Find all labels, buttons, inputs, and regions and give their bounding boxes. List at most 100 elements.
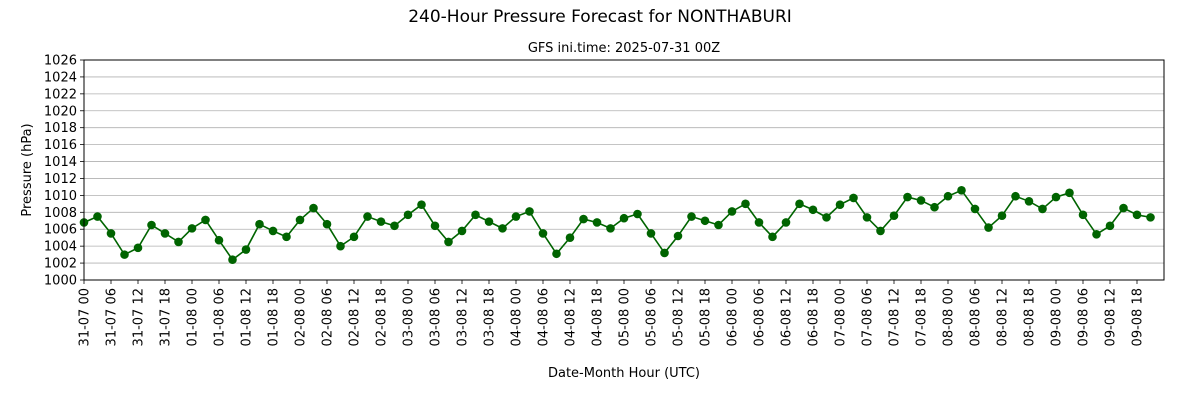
x-tick-label: 04-08 00 bbox=[510, 288, 525, 346]
data-point bbox=[633, 209, 642, 219]
x-tick-label: 01-08 12 bbox=[240, 288, 255, 346]
x-tick-label: 09-08 18 bbox=[1131, 288, 1146, 346]
y-tick-label: 1002 bbox=[44, 257, 77, 272]
data-point bbox=[1146, 213, 1155, 222]
data-point bbox=[646, 229, 656, 238]
x-tick-label: 08-08 00 bbox=[942, 288, 957, 346]
data-point bbox=[1024, 197, 1034, 206]
data-point bbox=[1105, 221, 1115, 231]
data-point bbox=[1092, 230, 1101, 239]
data-point bbox=[174, 237, 183, 247]
data-point bbox=[268, 226, 278, 236]
data-point bbox=[673, 231, 683, 241]
x-tick-label: 05-08 18 bbox=[699, 288, 714, 346]
data-point bbox=[876, 226, 885, 236]
x-tick-label: 01-08 18 bbox=[267, 288, 282, 346]
y-tick-label: 1014 bbox=[44, 155, 77, 170]
x-tick-label: 31-07 18 bbox=[159, 288, 174, 346]
data-point bbox=[727, 207, 737, 216]
x-tick-label: 08-08 18 bbox=[1023, 288, 1038, 346]
data-point bbox=[1011, 191, 1020, 201]
data-point bbox=[403, 210, 413, 220]
y-tick-label: 1012 bbox=[44, 172, 77, 187]
data-point bbox=[889, 211, 899, 220]
x-tick-label: 03-08 00 bbox=[402, 288, 417, 346]
data-point bbox=[390, 221, 399, 231]
data-point bbox=[822, 213, 831, 222]
data-point bbox=[592, 218, 602, 227]
data-point bbox=[295, 215, 305, 225]
data-point bbox=[255, 219, 264, 229]
x-tick-label: 06-08 18 bbox=[807, 288, 822, 346]
x-tick-label: 09-08 00 bbox=[1050, 288, 1065, 346]
data-point bbox=[471, 210, 480, 220]
y-tick-label: 1022 bbox=[44, 87, 77, 102]
x-tick-label: 07-08 06 bbox=[861, 288, 876, 346]
plot-frame bbox=[83, 59, 1165, 281]
data-point bbox=[714, 220, 723, 230]
data-point bbox=[160, 229, 170, 238]
x-tick-label: 06-08 12 bbox=[780, 288, 795, 346]
data-point bbox=[282, 232, 291, 242]
x-tick-label: 04-08 06 bbox=[537, 288, 552, 346]
data-point bbox=[241, 245, 251, 254]
data-point bbox=[1051, 192, 1061, 202]
data-point bbox=[133, 243, 143, 253]
x-tick-label: 03-08 18 bbox=[483, 288, 498, 346]
series-layer bbox=[79, 186, 1155, 264]
data-point bbox=[525, 207, 534, 216]
x-tick-label: 03-08 06 bbox=[429, 288, 444, 346]
y-tick-label: 1018 bbox=[44, 121, 77, 136]
data-point bbox=[1065, 188, 1074, 198]
data-point bbox=[984, 223, 993, 232]
data-point bbox=[228, 255, 237, 264]
data-point bbox=[1119, 203, 1128, 213]
data-point bbox=[187, 224, 197, 233]
x-tick-label: 31-07 12 bbox=[132, 288, 147, 346]
x-tick-label: 01-08 06 bbox=[213, 288, 228, 346]
data-point bbox=[606, 224, 615, 233]
data-point bbox=[322, 219, 332, 229]
data-point bbox=[336, 241, 345, 251]
x-tick-label: 07-08 00 bbox=[834, 288, 849, 346]
y-tick-label: 1004 bbox=[44, 240, 77, 255]
data-point bbox=[579, 214, 588, 224]
y-tick-label: 1006 bbox=[44, 223, 77, 238]
data-point bbox=[849, 193, 858, 203]
x-tick-label: 05-08 00 bbox=[618, 288, 633, 346]
y-tick-label: 1008 bbox=[44, 206, 77, 221]
data-point bbox=[214, 235, 224, 245]
data-point bbox=[484, 217, 494, 226]
data-point bbox=[106, 229, 116, 238]
data-point bbox=[309, 203, 318, 213]
x-axis-label: Date-Month Hour (UTC) bbox=[548, 366, 700, 381]
data-point bbox=[916, 196, 926, 205]
x-tick-label: 31-07 06 bbox=[105, 288, 120, 346]
x-tick-label: 07-08 12 bbox=[888, 288, 903, 346]
y-axis-label: Pressure (hPa) bbox=[20, 123, 35, 216]
data-point bbox=[201, 215, 210, 225]
x-tick-label: 03-08 12 bbox=[456, 288, 471, 346]
data-point bbox=[687, 212, 696, 221]
data-point bbox=[768, 232, 777, 242]
x-tick-label: 05-08 12 bbox=[672, 288, 687, 346]
x-tick-label: 09-08 06 bbox=[1077, 288, 1092, 346]
x-tick-label: 08-08 06 bbox=[969, 288, 984, 346]
data-point bbox=[565, 233, 575, 242]
data-point bbox=[457, 226, 467, 236]
data-point bbox=[741, 199, 750, 209]
data-point bbox=[1078, 210, 1088, 220]
y-tick-label: 1010 bbox=[44, 189, 77, 204]
data-point bbox=[93, 212, 102, 221]
data-point bbox=[1132, 210, 1142, 220]
data-point bbox=[943, 191, 953, 201]
data-point bbox=[795, 199, 804, 209]
x-tick-label: 07-08 18 bbox=[915, 288, 930, 346]
data-point bbox=[754, 218, 764, 227]
data-point bbox=[363, 212, 372, 221]
data-point bbox=[970, 204, 980, 214]
data-point bbox=[660, 248, 669, 258]
x-tick-label: 02-08 06 bbox=[321, 288, 336, 346]
x-tick-label: 04-08 12 bbox=[564, 288, 579, 346]
